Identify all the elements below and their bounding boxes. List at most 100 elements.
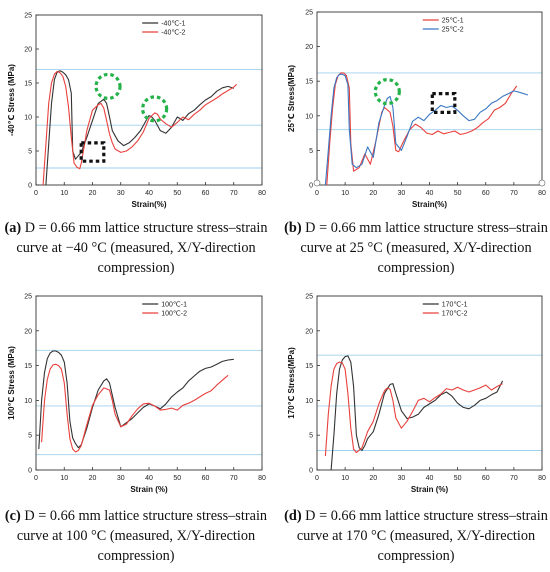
x-tick-label: 70 (510, 475, 518, 482)
chart-c: 0 10 20 30 40 50 60 70 80 0 5 10 15 20 25 Strain (%) 100… (7, 294, 266, 495)
caption-b-label: (b) (284, 220, 302, 236)
caption-d-label: (d) (284, 508, 302, 524)
x-tick-label: 0 (34, 475, 38, 482)
x-tick-label: 30 (117, 475, 125, 482)
x-tick-label: 10 (341, 475, 349, 482)
caption-b: (b) D = 0.66 mm lattice structure stress… (282, 218, 550, 278)
x-tick-label: 60 (202, 475, 210, 482)
series-line-1 (330, 355, 504, 471)
x-tick-label: 80 (258, 190, 266, 197)
series-line-2 (324, 361, 503, 457)
x-axis-label: Strain(%) (131, 200, 166, 209)
y-tick-label: 5 (28, 149, 32, 156)
series-line-1 (326, 72, 518, 186)
y-tick-label: 5 (28, 433, 32, 440)
y-tick-label: 10 (24, 398, 32, 405)
chart-panel-d: 0 10 20 30 40 50 60 70 80 0 5 10 15 20 25 Strain (%) 170… (280, 282, 550, 507)
x-tick-label: 30 (397, 190, 405, 197)
x-tick-label: 50 (173, 475, 181, 482)
legend-label: 170℃-2 (442, 311, 468, 318)
x-tick-label: 80 (258, 475, 266, 482)
chart-panel-a: 0 10 20 30 40 50 60 70 80 0 5 10 15 20 25 Strain(%) -40℃… (0, 0, 270, 220)
y-axis-label: 100℃ Stress (MPa) (7, 346, 16, 420)
x-tick-label: 30 (117, 190, 125, 197)
x-tick-label: 40 (426, 475, 434, 482)
caption-a: (a) D = 0.66 mm lattice structure stress… (2, 218, 270, 278)
x-tick-label: 10 (60, 190, 68, 197)
caption-a-text: D = 0.66 mm lattice structure stress–str… (16, 220, 268, 276)
y-tick-label: 10 (305, 113, 313, 120)
chart-b: 0 10 20 30 40 50 60 70 80 0 5 10 15 20 25 Strain(%) 25℃ … (287, 10, 546, 210)
series-line-2 (41, 363, 229, 453)
highlight-circle (141, 95, 169, 123)
y-tick-label: 5 (309, 148, 313, 155)
series-line-1 (38, 350, 234, 450)
chart-panel-b: 0 10 20 30 40 50 60 70 80 0 5 10 15 20 25 Strain(%) 25℃ … (280, 0, 550, 220)
legend-label: 170℃-1 (442, 302, 468, 309)
y-axis-label: -40℃ Stress (MPa) (7, 64, 16, 136)
plot-frame (316, 295, 543, 471)
x-tick-label: 40 (426, 190, 434, 197)
y-tick-label: 10 (305, 398, 313, 405)
x-tick-label: 20 (89, 475, 97, 482)
x-tick-label: 80 (538, 475, 546, 482)
caption-d-text: D = 0.66 mm lattice structure stress–str… (296, 508, 548, 564)
y-tick-label: 25 (24, 13, 32, 20)
caption-c: (c) D = 0.66 mm lattice structure stress… (2, 506, 270, 566)
x-tick-label: 30 (397, 475, 405, 482)
x-tick-label: 60 (202, 190, 210, 197)
y-tick-label: 0 (309, 468, 313, 475)
legend-label: 100℃-1 (161, 302, 187, 309)
legend-label: -40℃-2 (161, 30, 185, 37)
x-tick-label: 0 (315, 475, 319, 482)
x-tick-label: 60 (482, 190, 490, 197)
y-tick-label: 10 (24, 115, 32, 122)
series-line-1 (45, 70, 234, 186)
x-tick-label: 50 (173, 190, 181, 197)
caption-d: (d) D = 0.66 mm lattice structure stress… (282, 506, 550, 566)
y-axis-label: 170℃ Stress(MPa) (287, 347, 296, 419)
x-axis-label: Strain (%) (130, 485, 168, 494)
highlight-circle (373, 77, 401, 106)
x-axis-label: Strain (%) (411, 485, 449, 494)
y-tick-label: 20 (24, 328, 32, 335)
y-tick-label: 15 (24, 81, 32, 88)
series-line-2 (42, 70, 237, 186)
y-axis-label: 25℃ Stress(MPa) (287, 65, 296, 132)
caption-c-label: (c) (4, 508, 21, 524)
x-tick-label: 20 (89, 190, 97, 197)
x-axis-label: Strain(%) (412, 200, 447, 209)
caption-c-text: D = 0.66 mm lattice structure stress–str… (16, 508, 268, 564)
y-tick-label: 0 (309, 183, 313, 190)
x-tick-label: 60 (482, 475, 490, 482)
x-tick-label: 70 (510, 190, 518, 197)
highlight-box (430, 92, 457, 114)
x-tick-label: 70 (230, 190, 238, 197)
x-tick-label: 20 (369, 475, 377, 482)
axis-marker (313, 179, 321, 187)
y-tick-label: 25 (305, 10, 313, 17)
highlight-circle (94, 72, 122, 101)
x-tick-label: 50 (454, 475, 462, 482)
x-tick-label: 0 (34, 190, 38, 197)
axis-marker (538, 179, 546, 187)
y-tick-label: 25 (24, 294, 32, 301)
series-line-2 (324, 73, 529, 186)
plot-frame (35, 14, 263, 186)
legend-label: 25℃-2 (442, 27, 464, 34)
y-tick-label: 5 (309, 433, 313, 440)
chart-d: 0 10 20 30 40 50 60 70 80 0 5 10 15 20 25 Strain (%) 170… (287, 294, 546, 495)
x-tick-label: 80 (538, 190, 546, 197)
chart-a: 0 10 20 30 40 50 60 70 80 0 5 10 15 20 25 Strain(%) -40℃… (7, 13, 266, 210)
y-tick-label: 20 (305, 328, 313, 335)
x-tick-label: 10 (60, 475, 68, 482)
x-tick-label: 40 (145, 190, 153, 197)
y-tick-label: 0 (28, 183, 32, 190)
x-tick-label: 70 (230, 475, 238, 482)
legend-label: -40℃-1 (161, 21, 185, 28)
plot-frame (35, 295, 263, 471)
legend-label: 25℃-1 (442, 18, 464, 25)
y-tick-label: 15 (305, 79, 313, 86)
caption-a-label: (a) (4, 220, 22, 236)
x-tick-label: 10 (341, 190, 349, 197)
